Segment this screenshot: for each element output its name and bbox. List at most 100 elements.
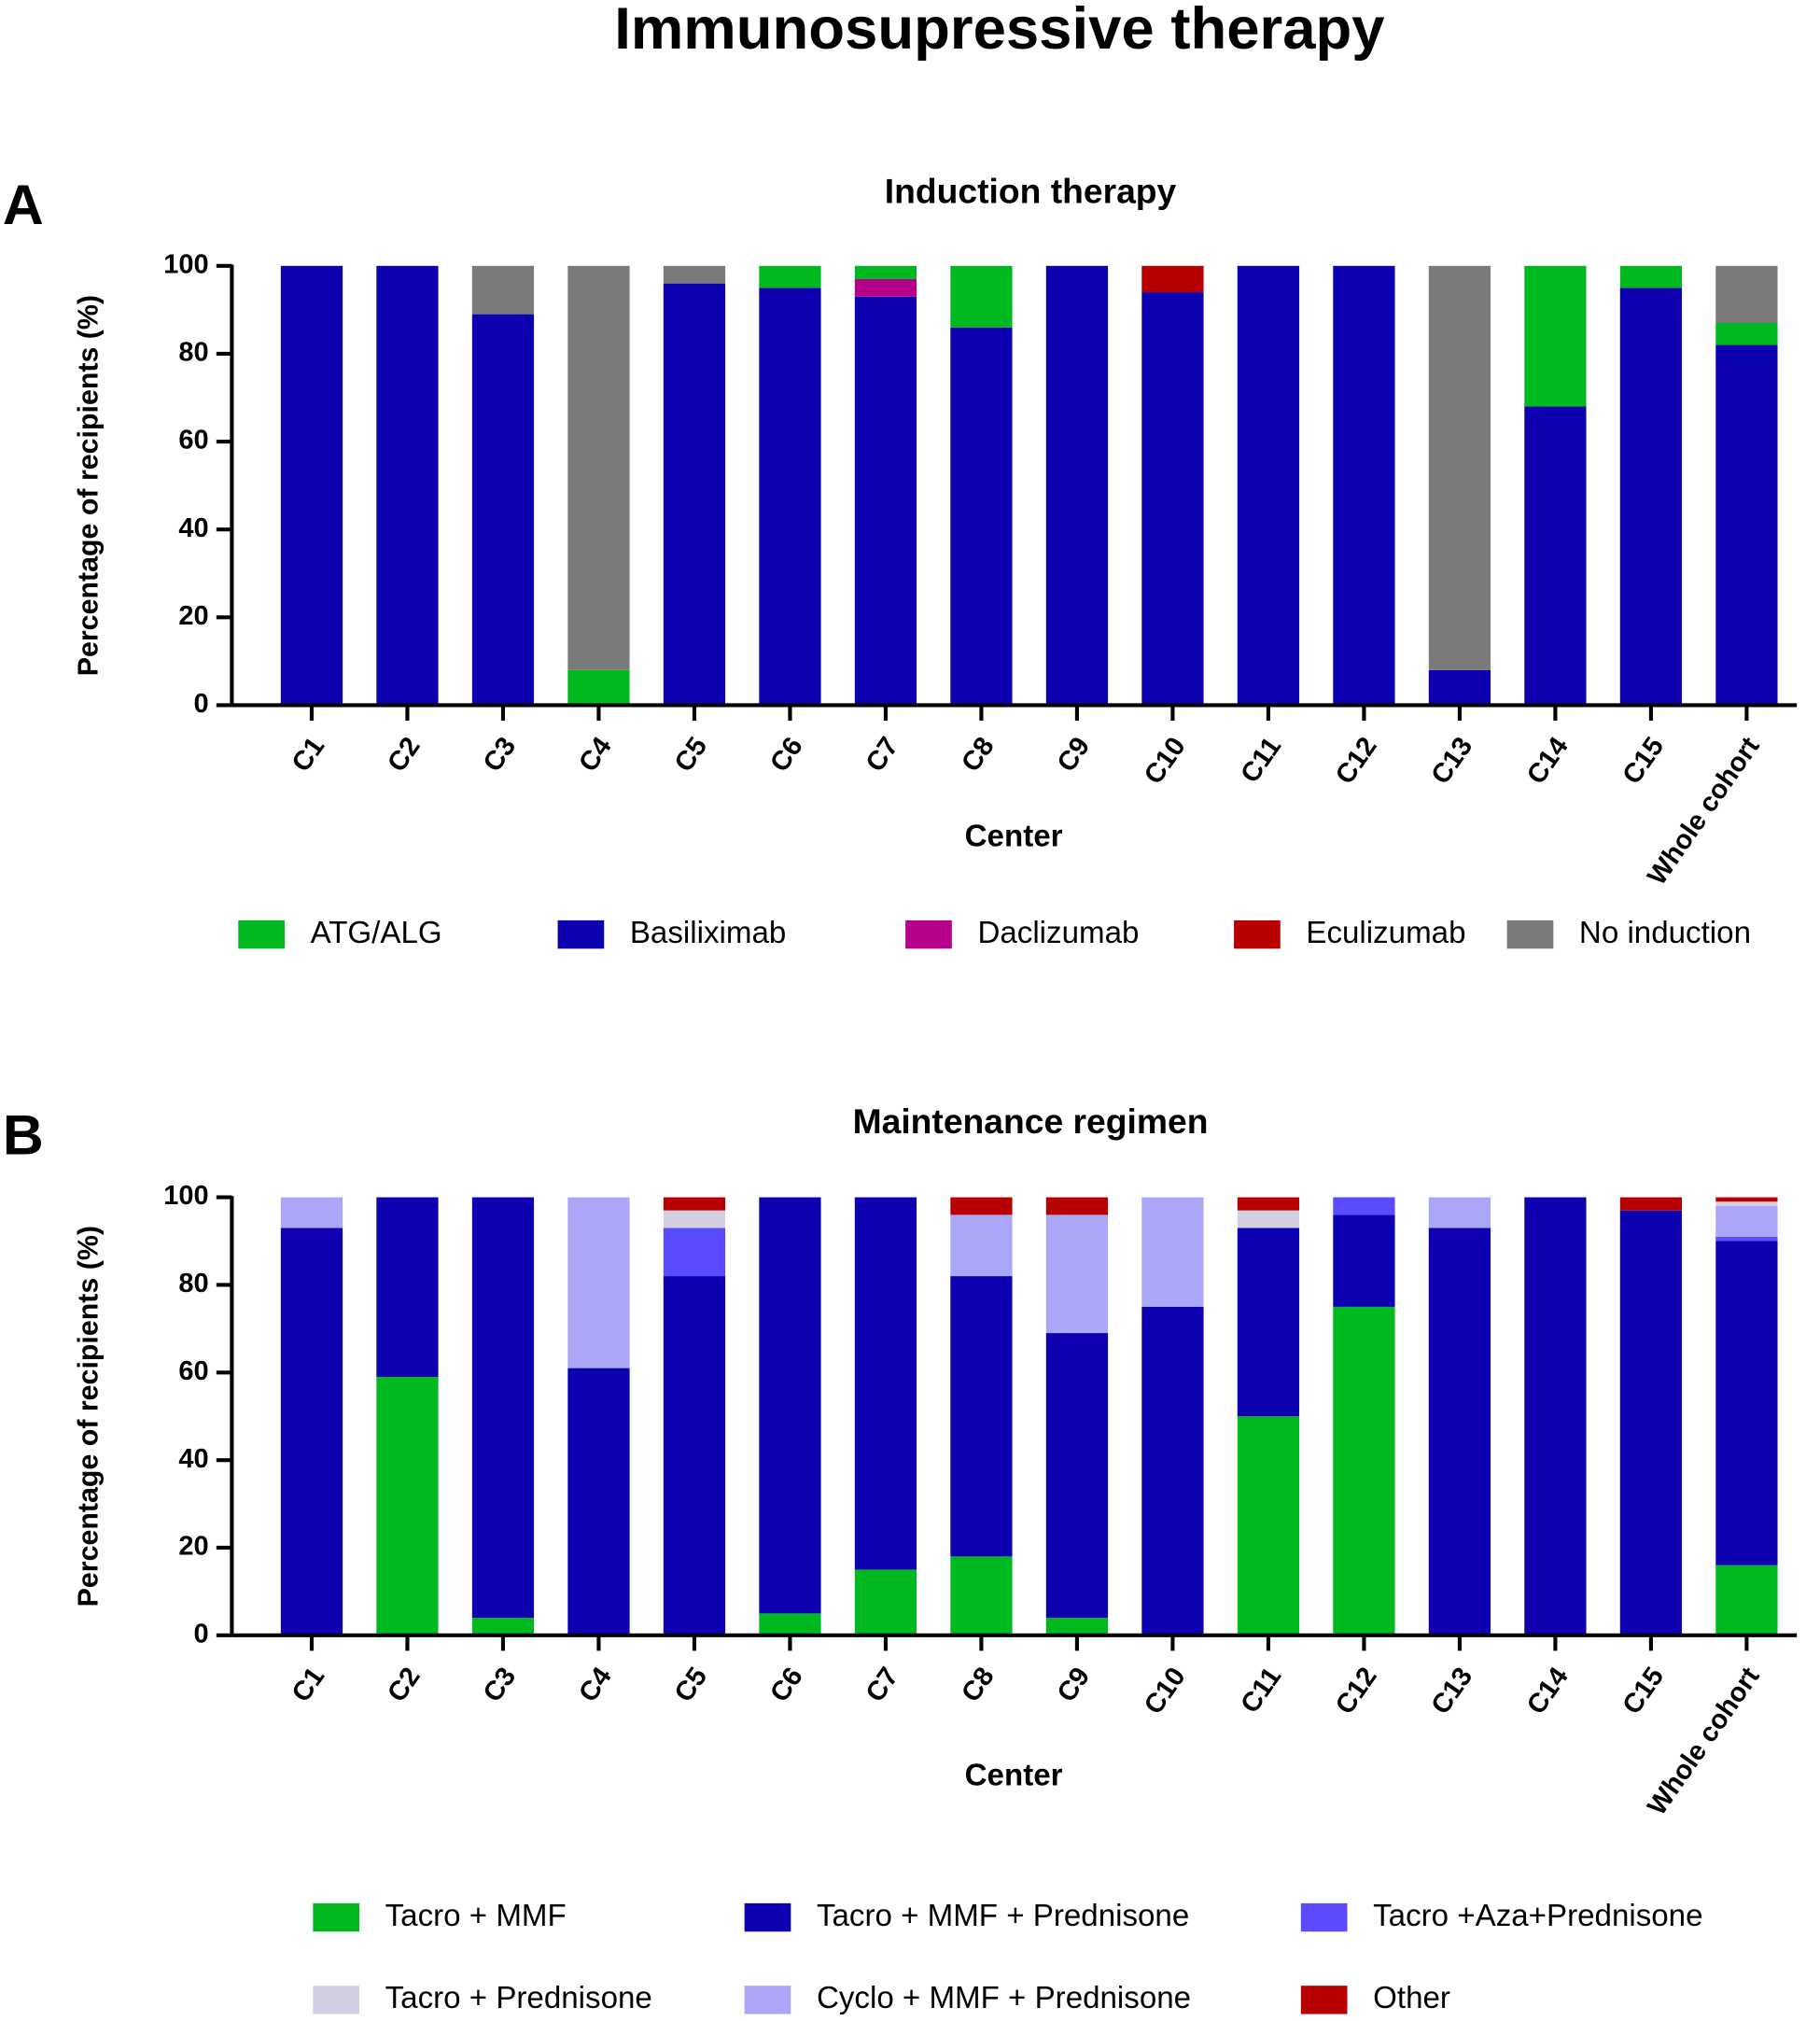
y-tick-label: 0 bbox=[193, 689, 208, 719]
x-tick-label: C1 bbox=[287, 732, 330, 778]
legend-label: Basiliximab bbox=[630, 916, 786, 950]
bar-segment bbox=[1715, 323, 1778, 345]
bar-segment bbox=[1237, 1228, 1300, 1417]
x-tick-label: C1 bbox=[287, 1663, 330, 1708]
legend-label: Cyclo + MMF + Prednisone bbox=[817, 1981, 1191, 2015]
bar-segment bbox=[376, 265, 439, 706]
bar-segment bbox=[663, 1228, 726, 1277]
y-axis-title: Percentage of recipients (%) bbox=[74, 1226, 105, 1607]
bar-segment bbox=[950, 265, 1013, 328]
x-tick-label: C14 bbox=[1521, 1663, 1575, 1720]
bar-segment bbox=[950, 327, 1013, 706]
y-tick-label: 20 bbox=[178, 601, 208, 631]
bar-segment bbox=[854, 296, 917, 706]
bar-segment bbox=[1524, 265, 1587, 407]
bar-segment bbox=[376, 1197, 439, 1377]
legend-label: Eculizumab bbox=[1306, 916, 1465, 950]
x-tick-label: C3 bbox=[478, 1663, 522, 1708]
y-tick-label: 60 bbox=[178, 426, 208, 456]
x-tick-label: C11 bbox=[1235, 1663, 1287, 1719]
x-tick-label: C7 bbox=[861, 732, 904, 778]
bar-segment bbox=[759, 288, 821, 706]
x-tick-label: C4 bbox=[573, 732, 617, 778]
bar-segment bbox=[1524, 1197, 1587, 1635]
bar-segment bbox=[950, 1556, 1013, 1635]
panel-letter: B bbox=[3, 1103, 44, 1167]
x-tick-label: C4 bbox=[573, 1663, 617, 1708]
bar-segment bbox=[1619, 1197, 1683, 1211]
bar-segment bbox=[1045, 1618, 1109, 1635]
x-tick-label: C15 bbox=[1617, 732, 1670, 790]
bar-segment bbox=[1237, 1416, 1300, 1635]
figure-title: Immunosupressive therapy bbox=[614, 0, 1384, 62]
bar-segment bbox=[280, 1228, 343, 1635]
bar-segment bbox=[759, 1613, 821, 1635]
x-tick-label: C2 bbox=[382, 1663, 426, 1708]
x-axis-title: Center bbox=[965, 819, 1063, 853]
bar-segment bbox=[471, 1618, 535, 1635]
bar-segment bbox=[950, 1197, 1013, 1215]
legend-label: No induction bbox=[1579, 916, 1751, 950]
bar-segment bbox=[1237, 1197, 1300, 1211]
legend-swatch bbox=[1506, 919, 1554, 949]
bar-segment bbox=[854, 278, 917, 297]
x-tick-label: C8 bbox=[956, 1663, 1000, 1708]
x-tick-label: C13 bbox=[1426, 1663, 1479, 1720]
bar-segment bbox=[663, 1210, 726, 1228]
y-tick-label: 80 bbox=[178, 338, 208, 368]
bar-segment bbox=[1237, 1210, 1300, 1228]
x-tick-label: C5 bbox=[669, 1663, 713, 1708]
bar-segment bbox=[376, 1376, 439, 1635]
bar-segment bbox=[1045, 1197, 1109, 1215]
legend-swatch bbox=[1234, 919, 1281, 949]
legend-swatch bbox=[744, 1986, 791, 2014]
bar-segment bbox=[1141, 1197, 1204, 1307]
x-tick-label: C10 bbox=[1139, 1663, 1192, 1720]
bar-segment bbox=[471, 1197, 535, 1619]
bar-segment bbox=[1428, 1228, 1491, 1635]
bar-segment bbox=[663, 1276, 726, 1635]
bar-segment bbox=[1333, 1197, 1395, 1215]
x-axis-title: Center bbox=[965, 1758, 1063, 1792]
bar-segment bbox=[1715, 1197, 1778, 1202]
bar-segment bbox=[1715, 1565, 1778, 1635]
x-tick-label: C5 bbox=[669, 732, 713, 778]
bar-segment bbox=[854, 1569, 917, 1635]
bar-segment bbox=[1524, 406, 1587, 706]
bar-segment bbox=[663, 1197, 726, 1211]
chart-title: Induction therapy bbox=[885, 171, 1177, 210]
bar-segment bbox=[1715, 265, 1778, 324]
legend-swatch bbox=[1300, 1902, 1348, 1932]
legend-label: Tacro +Aza+Prednisone bbox=[1373, 1899, 1702, 1933]
bar-segment bbox=[567, 669, 630, 706]
x-tick-label: C12 bbox=[1330, 1663, 1383, 1720]
bar-segment bbox=[1619, 288, 1683, 706]
x-tick-label: C10 bbox=[1139, 732, 1192, 790]
legend-label: Tacro + MMF + Prednisone bbox=[817, 1899, 1189, 1933]
legend-swatch bbox=[313, 1986, 360, 2014]
y-tick-label: 100 bbox=[163, 249, 208, 279]
x-tick-label: C12 bbox=[1330, 732, 1383, 790]
y-tick-label: 60 bbox=[178, 1356, 208, 1386]
bar-segment bbox=[1715, 344, 1778, 706]
bar-segment bbox=[1715, 1236, 1778, 1242]
bar-segment bbox=[567, 1197, 630, 1368]
bar-segment bbox=[1619, 1210, 1683, 1635]
bar-segment bbox=[1237, 265, 1300, 706]
bar-segment bbox=[1428, 669, 1491, 706]
bar-segment bbox=[1141, 292, 1204, 706]
bar-segment bbox=[471, 314, 535, 706]
legend-swatch bbox=[557, 919, 605, 949]
y-tick-label: 0 bbox=[193, 1619, 208, 1649]
legend-swatch bbox=[238, 919, 285, 949]
bar-segment bbox=[1045, 1214, 1109, 1334]
legend-label: Tacro + Prednisone bbox=[385, 1981, 652, 2015]
x-tick-label: C6 bbox=[764, 1663, 808, 1708]
legend-label: Daclizumab bbox=[977, 916, 1139, 950]
bar-segment bbox=[1715, 1201, 1778, 1206]
legend-label: Tacro + MMF bbox=[385, 1899, 567, 1933]
x-tick-label: C2 bbox=[382, 732, 426, 778]
x-tick-label: C6 bbox=[764, 732, 808, 778]
chart-title: Maintenance regimen bbox=[853, 1102, 1209, 1141]
y-tick-label: 40 bbox=[178, 513, 208, 543]
